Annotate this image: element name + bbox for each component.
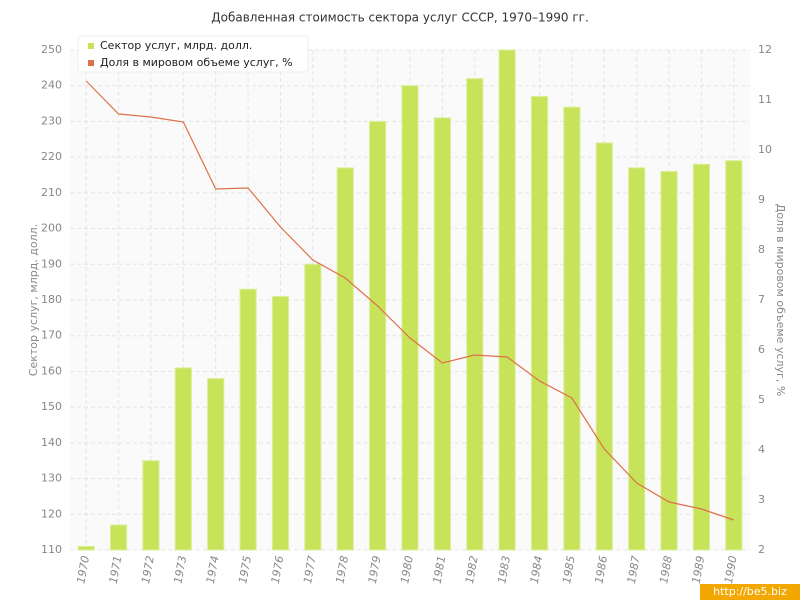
bar [595, 142, 613, 551]
x-tick-label: 1972 [139, 555, 157, 585]
bar [77, 545, 95, 551]
bar [498, 49, 516, 551]
y-tick-label: 180 [41, 293, 62, 306]
watermark: http://be5.biz [713, 585, 787, 598]
y2-tick-label: 6 [758, 343, 765, 356]
x-tick-label: 1983 [495, 555, 513, 585]
x-tick-label: 1987 [625, 555, 643, 585]
x-tick-label: 1985 [560, 555, 578, 585]
y2-tick-label: 7 [758, 293, 765, 306]
bar [207, 378, 225, 551]
x-tick-label: 1986 [593, 555, 611, 585]
y-tick-label: 150 [41, 400, 62, 413]
x-tick-label: 1977 [301, 555, 319, 585]
bar [692, 163, 711, 551]
y2-tick-label: 10 [758, 143, 772, 156]
bar [433, 117, 451, 551]
bar [304, 263, 322, 551]
y-tick-label: 120 [41, 507, 62, 520]
y-tick-label: 230 [41, 114, 62, 127]
y2-tick-label: 3 [758, 493, 765, 506]
y2-tick-label: 12 [758, 43, 772, 56]
y-tick-label: 110 [41, 543, 62, 556]
y2-tick-label: 11 [758, 93, 772, 106]
x-tick-label: 1971 [107, 555, 125, 585]
y2-tick-label: 2 [758, 543, 765, 556]
x-tick-label: 1976 [269, 555, 287, 585]
x-tick-label: 1970 [74, 555, 92, 585]
y-tick-label: 210 [41, 186, 62, 199]
x-tick-label: 1988 [657, 555, 675, 585]
bar [563, 106, 581, 551]
y2-tick-label: 8 [758, 243, 765, 256]
bar [401, 85, 419, 551]
x-tick-label: 1975 [236, 555, 254, 585]
watermark-bg [700, 584, 800, 600]
bar [660, 170, 678, 551]
legend-marker [88, 60, 94, 66]
y2-tick-label: 9 [758, 193, 765, 206]
x-tick-label: 1990 [722, 555, 740, 585]
x-tick-label: 1973 [172, 555, 190, 585]
y-tick-label: 190 [41, 257, 62, 270]
bar [628, 167, 646, 551]
y2-tick-label: 4 [758, 443, 765, 456]
bar [369, 120, 387, 551]
legend-marker [88, 43, 94, 49]
bar [466, 78, 484, 551]
y-tick-label: 170 [41, 329, 62, 342]
x-tick-label: 1978 [333, 555, 351, 585]
bar [725, 160, 743, 551]
bar [271, 295, 290, 551]
y-tick-label: 200 [41, 222, 62, 235]
legend-box [77, 35, 309, 73]
bar [174, 367, 192, 551]
y2-axis-label: Доля в мировом объеме услуг, % [774, 204, 787, 397]
x-tick-label: 1974 [204, 555, 222, 585]
y-tick-label: 220 [41, 150, 62, 163]
y-tick-label: 140 [41, 436, 62, 449]
y-tick-label: 130 [41, 472, 62, 485]
chart-title: Добавленная стоимость сектора услуг СССР… [211, 11, 589, 25]
x-tick-label: 1989 [690, 555, 708, 585]
line [85, 80, 735, 521]
y-tick-label: 240 [41, 79, 62, 92]
bar [239, 288, 257, 551]
bar [530, 95, 549, 551]
x-tick-label: 1984 [528, 555, 546, 585]
y-axis-label: Сектор услуг, млрд. долл. [27, 224, 40, 376]
y-tick-label: 250 [41, 43, 62, 56]
bar [336, 167, 354, 551]
x-tick-label: 1980 [398, 555, 416, 585]
y2-tick-label: 5 [758, 393, 765, 406]
x-tick-label: 1982 [463, 555, 481, 585]
bar [142, 460, 160, 551]
legend: Сектор услуг, млрд. долл. Доля в мировом … [77, 35, 309, 73]
x-tick-label: 1979 [366, 555, 384, 585]
legend-label: Сектор услуг, млрд. долл. [100, 39, 252, 52]
x-tick-label: 1981 [431, 555, 449, 585]
bar [109, 524, 128, 551]
legend-label: Доля в мировом объеме услуг, % [100, 56, 293, 69]
y-tick-label: 160 [41, 364, 62, 377]
